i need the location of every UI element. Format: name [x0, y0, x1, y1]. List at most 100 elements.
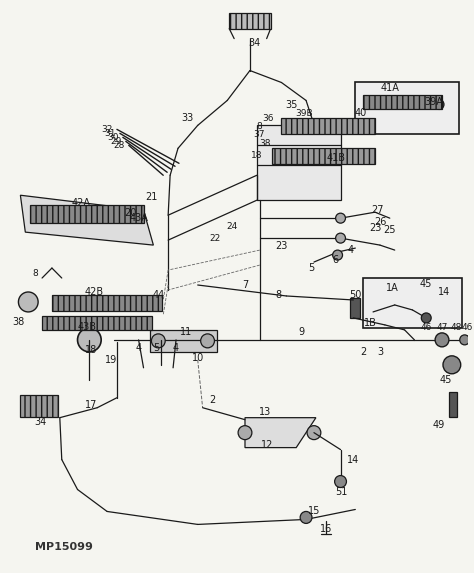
Circle shape: [443, 356, 461, 374]
Text: MP15099: MP15099: [35, 543, 93, 552]
Text: 39B: 39B: [295, 109, 313, 118]
Text: 48: 48: [450, 323, 462, 332]
Bar: [52, 295, 162, 311]
Text: 33: 33: [182, 113, 194, 123]
Bar: [42, 316, 153, 330]
Circle shape: [307, 426, 321, 439]
Circle shape: [434, 100, 444, 109]
Circle shape: [435, 333, 449, 347]
Bar: [282, 119, 375, 135]
Text: 34: 34: [249, 38, 261, 48]
Text: 24: 24: [227, 222, 238, 231]
Text: 1B: 1B: [364, 318, 376, 328]
Text: 41A: 41A: [380, 84, 399, 93]
Text: 4: 4: [347, 245, 354, 255]
Circle shape: [78, 328, 101, 352]
Text: 8: 8: [32, 269, 38, 277]
Text: 10: 10: [191, 353, 204, 363]
Circle shape: [335, 476, 346, 488]
Text: 18: 18: [251, 151, 263, 160]
Text: 49: 49: [433, 419, 445, 430]
Text: 37: 37: [253, 130, 264, 139]
Text: 31: 31: [104, 129, 116, 138]
Text: 40: 40: [354, 108, 366, 119]
Text: 15: 15: [308, 507, 320, 516]
Bar: [150, 330, 218, 352]
Bar: [363, 96, 442, 109]
Polygon shape: [20, 195, 154, 245]
Text: 50: 50: [349, 290, 362, 300]
Circle shape: [18, 292, 38, 312]
Text: 23: 23: [369, 223, 381, 233]
Text: 19: 19: [105, 355, 117, 365]
Bar: [356, 83, 459, 135]
Circle shape: [336, 233, 346, 243]
Text: 4: 4: [173, 343, 179, 353]
Text: 11: 11: [180, 327, 192, 337]
Polygon shape: [245, 418, 316, 448]
Text: 42B: 42B: [85, 287, 104, 297]
Circle shape: [460, 335, 470, 345]
Text: 45: 45: [440, 375, 452, 385]
Text: 27: 27: [372, 205, 384, 215]
Bar: [272, 148, 375, 164]
Text: 1A: 1A: [386, 283, 399, 293]
Bar: [363, 278, 462, 328]
Text: 14: 14: [347, 454, 359, 465]
Text: 26: 26: [374, 217, 386, 227]
Text: 28: 28: [113, 141, 125, 150]
Text: 20: 20: [125, 208, 137, 218]
Circle shape: [336, 213, 346, 223]
Text: 44: 44: [152, 290, 164, 300]
Text: 36: 36: [262, 114, 273, 123]
Circle shape: [421, 313, 431, 323]
Text: 43B: 43B: [78, 322, 97, 332]
Circle shape: [333, 250, 343, 260]
Text: 30: 30: [107, 133, 119, 142]
Text: 47: 47: [437, 323, 448, 332]
Circle shape: [151, 334, 165, 348]
Text: 2: 2: [210, 395, 216, 405]
Bar: [20, 395, 58, 417]
Bar: [449, 392, 457, 417]
Text: 46: 46: [420, 323, 432, 332]
Circle shape: [300, 512, 312, 523]
Text: 21: 21: [145, 192, 157, 202]
Circle shape: [201, 334, 214, 348]
Text: 38: 38: [259, 139, 271, 148]
Text: 13: 13: [259, 407, 271, 417]
Text: 5: 5: [308, 263, 314, 273]
Text: 42A: 42A: [72, 198, 91, 208]
Text: 29: 29: [110, 137, 122, 146]
Text: 12: 12: [261, 439, 273, 450]
Text: 18: 18: [85, 345, 98, 355]
Text: 16: 16: [319, 524, 332, 535]
Text: 5: 5: [153, 343, 159, 353]
Bar: [30, 205, 144, 223]
Bar: [257, 125, 340, 200]
Bar: [350, 298, 360, 318]
Text: 46: 46: [462, 323, 474, 332]
Text: 34: 34: [34, 417, 46, 427]
Text: 35: 35: [285, 100, 298, 111]
Bar: [229, 13, 271, 29]
Text: 2: 2: [360, 347, 366, 357]
Text: 45: 45: [420, 279, 432, 289]
Text: 51: 51: [335, 486, 348, 496]
Text: 8: 8: [256, 122, 262, 131]
Text: 6: 6: [333, 255, 339, 265]
Text: 41B: 41B: [326, 154, 345, 163]
Text: 9: 9: [298, 327, 304, 337]
Text: 43A: 43A: [129, 213, 148, 223]
Text: 38: 38: [12, 317, 25, 327]
Text: 14: 14: [438, 287, 450, 297]
Text: 17: 17: [85, 400, 98, 410]
Text: 22: 22: [210, 234, 221, 242]
Text: 23: 23: [275, 241, 288, 251]
Text: 8: 8: [275, 290, 282, 300]
Text: 3: 3: [377, 347, 383, 357]
Text: 7: 7: [242, 280, 248, 290]
Text: 32: 32: [101, 125, 113, 134]
Text: 4: 4: [136, 343, 142, 353]
Text: 39A: 39A: [425, 97, 444, 108]
